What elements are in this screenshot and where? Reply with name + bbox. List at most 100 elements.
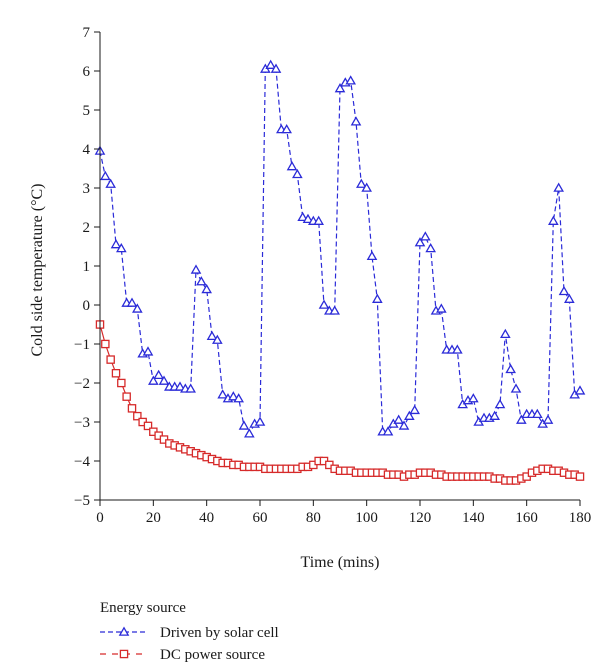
data-point [505, 363, 516, 374]
y-tick-label: 1 [83, 259, 91, 275]
data-point [302, 213, 314, 224]
data-point [425, 242, 436, 253]
data-point [196, 276, 207, 286]
x-tick-label: 100 [355, 510, 378, 526]
data-point [575, 472, 585, 481]
x-tick-label: 80 [306, 510, 321, 526]
data-point [233, 393, 244, 403]
data-point [286, 161, 298, 171]
data-point [206, 330, 218, 341]
data-point [564, 293, 575, 303]
series-dc-power [95, 320, 585, 485]
legend: Energy source Driven by solar cell DC pow… [100, 600, 279, 663]
legend-item: Driven by solar cell [100, 625, 279, 641]
data-point [244, 428, 255, 438]
data-point [356, 178, 367, 188]
legend-title: Energy source [100, 600, 186, 616]
data-point [382, 426, 394, 436]
data-point [217, 389, 228, 399]
data-point [318, 299, 330, 309]
series-line [99, 64, 581, 435]
data-point [133, 411, 142, 421]
data-point [190, 264, 202, 274]
data-point [361, 182, 372, 192]
data-point [127, 404, 137, 413]
legend-label: Driven by solar cell [160, 625, 279, 641]
data-point [414, 237, 426, 247]
data-point [558, 285, 570, 296]
data-point [350, 116, 362, 126]
legend-items: Driven by solar cell DC power source [100, 625, 279, 663]
y-tick-label: −5 [74, 493, 90, 509]
y-tick-label: −4 [74, 454, 90, 470]
x-tick-label: 160 [515, 510, 538, 526]
data-point [265, 59, 276, 69]
x-tick-label: 60 [253, 510, 268, 526]
data-point [110, 239, 122, 249]
data-point [158, 375, 170, 385]
data-point [409, 404, 420, 415]
x-tick-label: 180 [569, 510, 592, 526]
data-point [105, 178, 116, 188]
y-tick-label: 4 [83, 142, 91, 158]
data-point [297, 211, 308, 222]
data-point [452, 344, 463, 354]
data-point [436, 303, 447, 313]
data-point [489, 410, 500, 420]
y-tick-label: 5 [83, 103, 91, 119]
data-point [494, 398, 506, 409]
data-point [393, 414, 404, 424]
data-point [553, 182, 564, 192]
y-tick-label: −3 [74, 415, 90, 431]
data-point [468, 393, 479, 403]
y-tick-label: 3 [83, 181, 91, 197]
data-point [142, 346, 154, 356]
legend-swatch-marker [119, 649, 129, 659]
y-tick-label: −2 [74, 376, 90, 392]
data-point [101, 339, 110, 349]
data-point [516, 414, 527, 424]
data-point [532, 408, 543, 419]
data-point [372, 293, 383, 303]
data-point [106, 355, 115, 364]
x-tick-label: 120 [409, 510, 432, 526]
data-point [420, 231, 431, 241]
data-point [510, 383, 522, 393]
data-point [100, 170, 111, 181]
data-point [201, 283, 212, 294]
plot-series [94, 59, 586, 485]
data-point [398, 420, 410, 430]
data-point [153, 369, 164, 380]
legend-item: DC power source [100, 647, 265, 663]
axes: −5 −4 −3 −2 −1 0 1 2 3 4 5 6 7 0 20 40 60 80 100 120 140 160 1… [74, 25, 591, 526]
data-point [126, 297, 138, 307]
data-point [270, 63, 282, 73]
data-point [212, 334, 223, 344]
data-point [117, 378, 126, 388]
x-tick-label: 20 [146, 510, 161, 526]
data-point [548, 215, 559, 225]
data-point [345, 75, 356, 85]
data-point [185, 383, 196, 393]
x-tick-label: 0 [96, 510, 104, 526]
data-point [281, 123, 292, 134]
x-tick-label: 140 [462, 510, 485, 526]
data-point [542, 414, 554, 424]
data-point [574, 385, 586, 395]
data-point [254, 416, 266, 426]
series-solar-cell [94, 59, 586, 438]
y-axis-title: Cold side temperature (°C) [29, 183, 46, 356]
data-point [228, 391, 239, 401]
data-point [132, 303, 143, 313]
y-tick-label: 7 [83, 25, 91, 41]
data-point [238, 420, 250, 430]
legend-label: DC power source [160, 647, 265, 663]
data-point [500, 328, 511, 339]
data-point [148, 375, 159, 385]
data-point [404, 410, 415, 420]
data-point [111, 368, 121, 378]
data-point [334, 83, 346, 93]
data-point [143, 421, 153, 431]
data-point [116, 242, 127, 253]
